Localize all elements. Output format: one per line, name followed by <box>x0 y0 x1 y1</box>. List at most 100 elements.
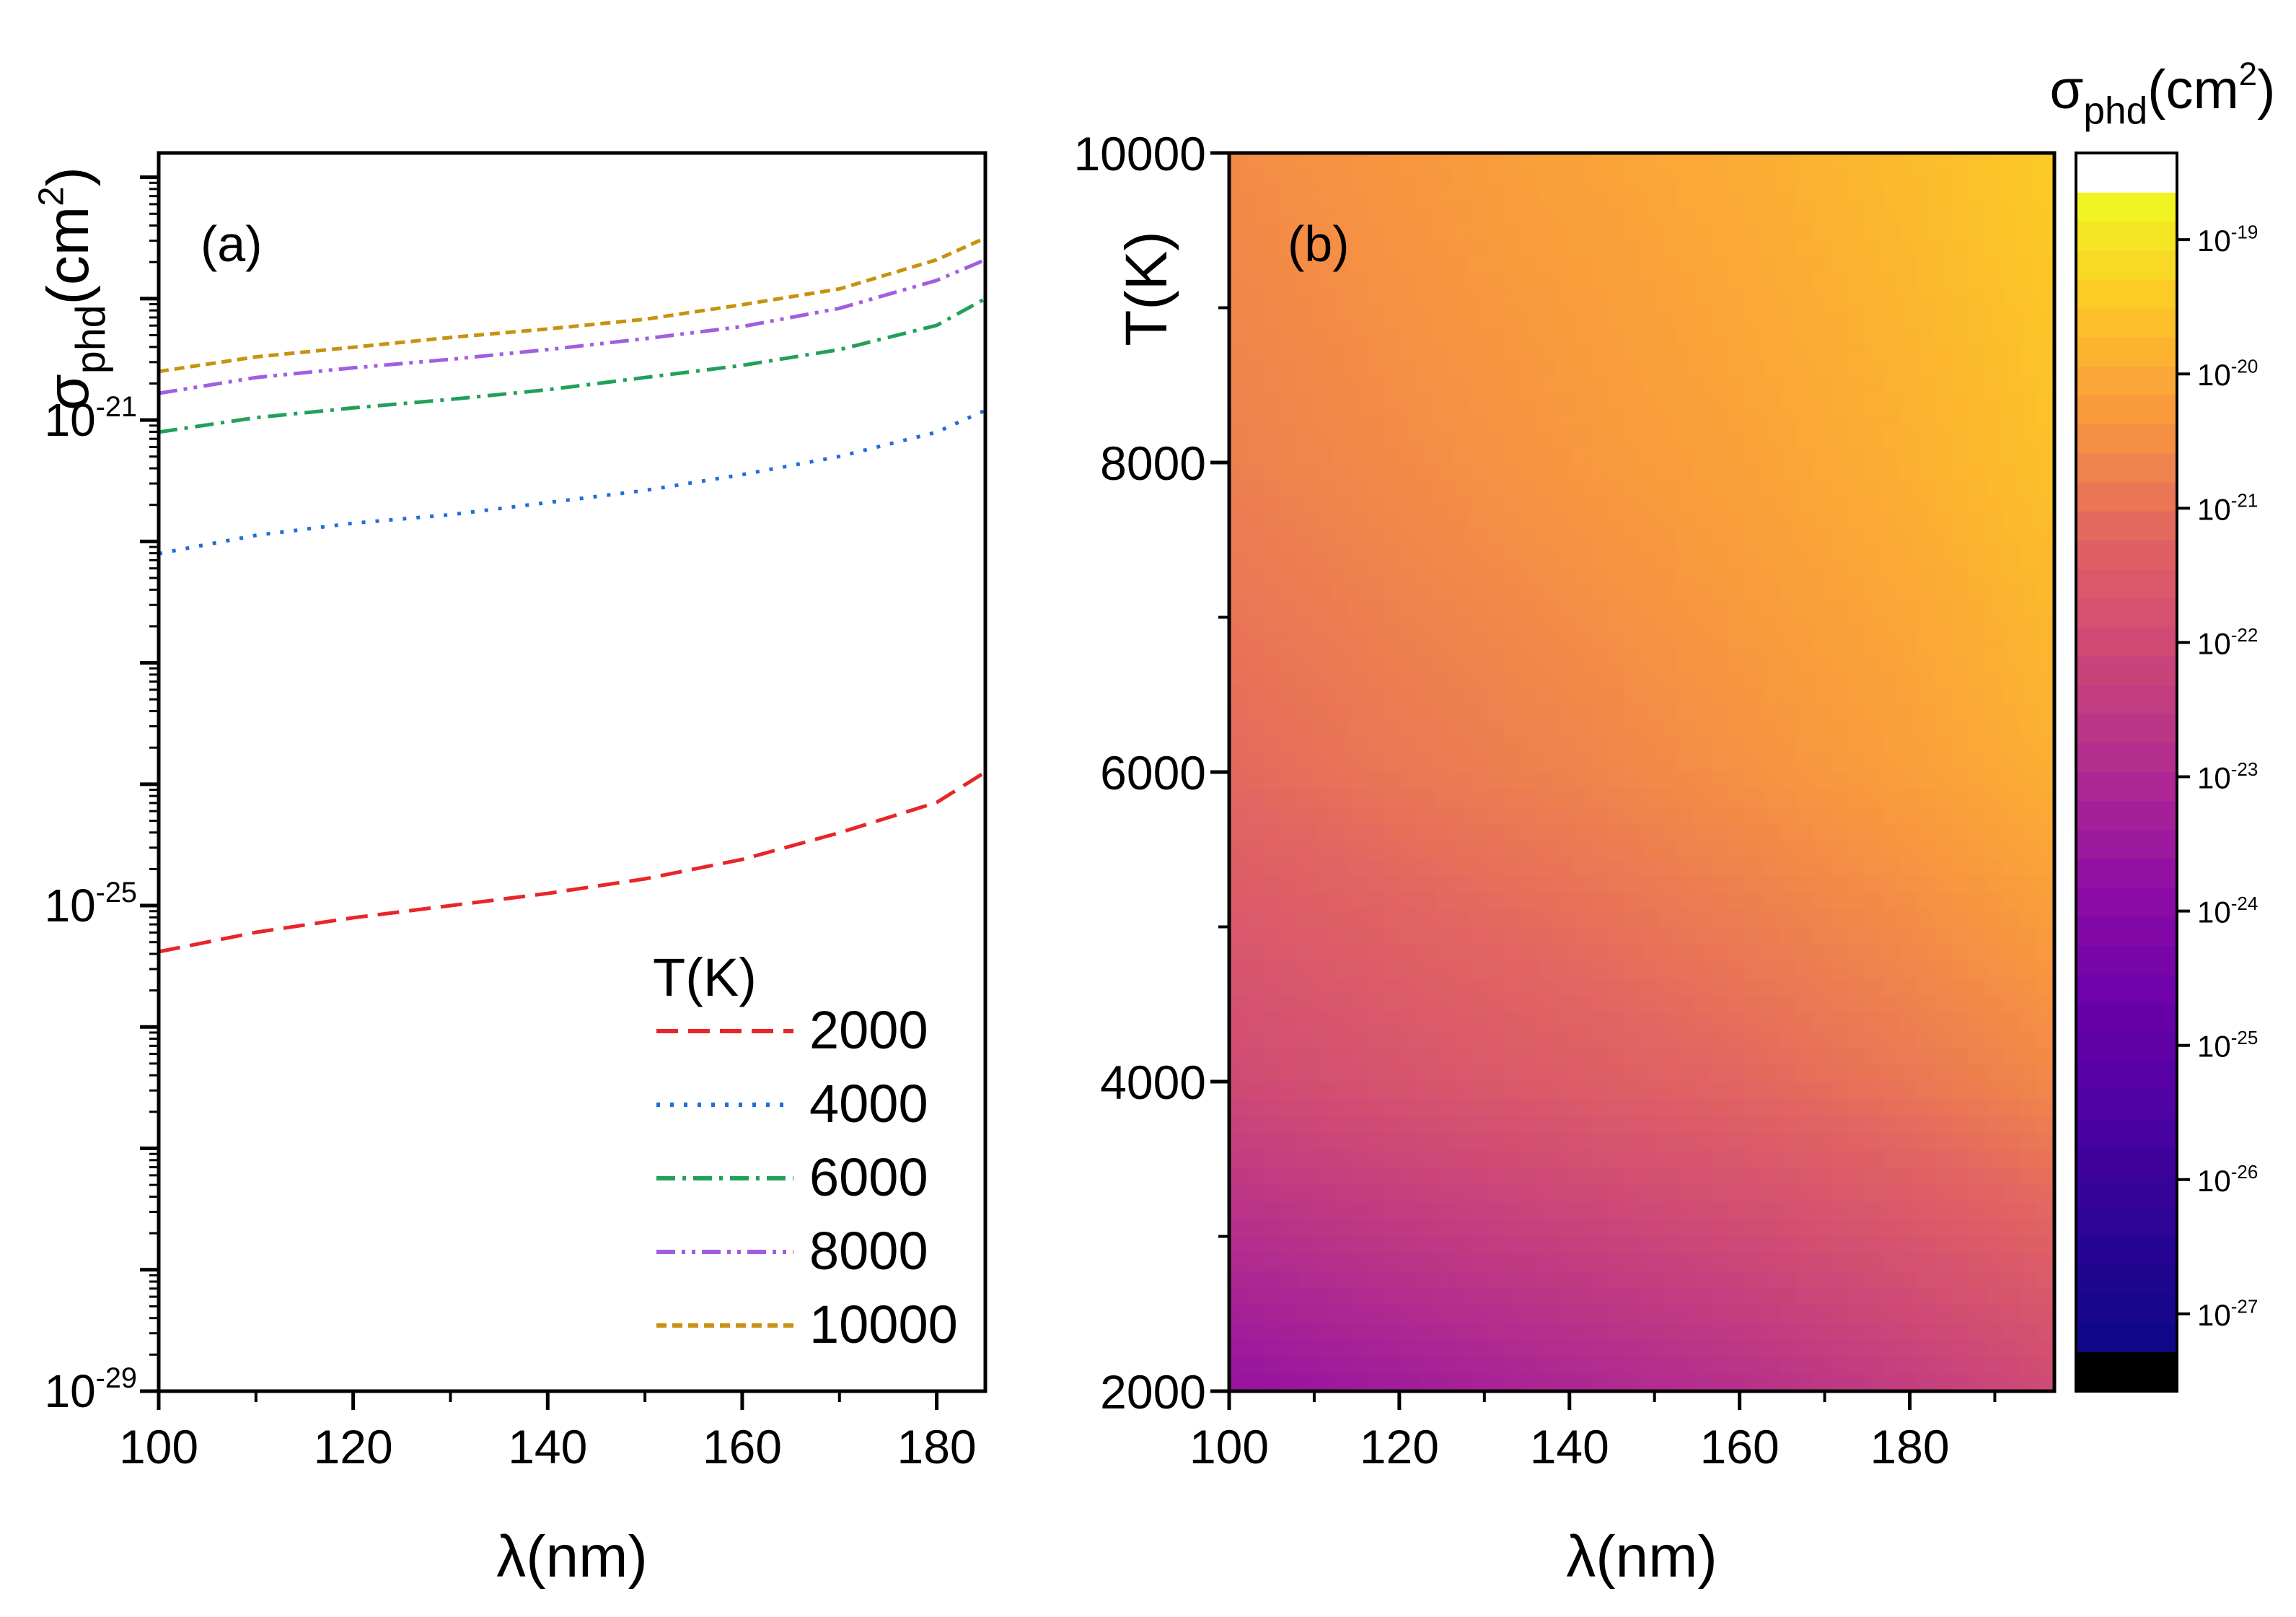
heatmap-cell <box>1968 995 1987 1014</box>
heatmap-cell <box>1469 376 1488 395</box>
heatmap-cell <box>1229 823 1247 842</box>
heatmap-cell <box>1745 1219 1763 1237</box>
heatmap-cell <box>1882 737 1901 755</box>
heatmap-cell <box>1745 961 1763 979</box>
heatmap-cell <box>1590 463 1609 481</box>
heatmap-cell <box>1521 582 1539 601</box>
heatmap-cell <box>1985 566 2004 584</box>
heatmap-cell <box>1573 256 1591 274</box>
heatmap-cell <box>1384 376 1402 395</box>
heatmap-cell <box>1366 1047 1385 1065</box>
heatmap-cell <box>2020 634 2038 652</box>
colorbar-tick-label: 10-20 <box>2197 356 2258 393</box>
heatmap-cell <box>1831 1133 1849 1152</box>
heatmap-cell <box>1710 1150 1728 1168</box>
heatmap-cell <box>1676 652 1694 670</box>
heatmap-cell <box>1968 566 1987 584</box>
heatmap-cell <box>1263 342 1282 360</box>
heatmap-cell <box>1315 239 1333 257</box>
heatmap-cell <box>1435 1271 1453 1289</box>
heatmap-cell <box>1349 1271 1368 1289</box>
heatmap-cell <box>2002 582 2021 601</box>
heatmap-cell <box>1934 858 1952 876</box>
heatmap-cell <box>1642 1082 1660 1100</box>
heatmap-cell <box>1539 479 1557 498</box>
heatmap-cell <box>1332 170 1350 188</box>
heatmap-cell <box>1280 307 1299 326</box>
heatmap-cell <box>1590 1082 1609 1100</box>
colorbar-band <box>2076 453 2177 483</box>
heatmap-cell <box>1298 411 1316 429</box>
heatmap-cell <box>1831 239 1849 257</box>
heatmap-cell <box>1469 582 1488 601</box>
heatmap-cell <box>1280 1047 1299 1065</box>
heatmap-cell <box>1848 222 1866 240</box>
heatmap-cell <box>2002 359 2021 377</box>
heatmap-cell <box>1366 411 1385 429</box>
heatmap-cell <box>1951 995 1969 1014</box>
heatmap-cell <box>1384 566 1402 584</box>
heatmap-cell <box>1899 548 1918 566</box>
heatmap-cell <box>1384 1185 1402 1203</box>
heatmap-cell <box>1951 600 1969 618</box>
heatmap-cell <box>1761 823 1780 842</box>
heatmap-cell <box>1280 841 1299 859</box>
colorbar-band <box>2076 1061 2177 1092</box>
heatmap-cell <box>1642 1339 1660 1358</box>
heatmap-cell <box>1590 531 1609 549</box>
heatmap-cell <box>1487 1082 1505 1100</box>
heatmap-cell <box>1315 823 1333 842</box>
heatmap-cell <box>1917 566 1935 584</box>
heatmap-cell <box>1658 1236 1677 1255</box>
heatmap-cell <box>1469 1082 1488 1100</box>
heatmap-cell <box>1951 428 1969 446</box>
heatmap-cell <box>1298 1236 1316 1255</box>
heatmap-cell <box>1573 342 1591 360</box>
heatmap-cell <box>1968 1357 1987 1375</box>
heatmap-cell <box>1298 720 1316 739</box>
heatmap-cell <box>1761 669 1780 687</box>
heatmap-cell <box>1487 926 1505 945</box>
heatmap-cell <box>1229 875 1247 893</box>
heatmap-cell <box>1401 1030 1419 1048</box>
heatmap-cell <box>1452 428 1471 446</box>
heatmap-cell <box>1366 239 1385 257</box>
heatmap-cell <box>1658 256 1677 274</box>
heatmap-cell <box>1658 875 1677 893</box>
heatmap-cell <box>1263 1288 1282 1306</box>
heatmap-cell <box>1349 1201 1368 1220</box>
heatmap-cell <box>1435 1167 1453 1186</box>
heatmap-cell <box>2020 617 2038 636</box>
heatmap-cell <box>1315 737 1333 755</box>
heatmap-cell <box>1504 1236 1522 1255</box>
heatmap-cell <box>1263 789 1282 807</box>
heatmap-cell <box>1349 514 1368 533</box>
heatmap-cell <box>1831 256 1849 274</box>
heatmap-cell <box>1624 892 1642 911</box>
heatmap-cell <box>1401 961 1419 979</box>
heatmap-cell <box>1865 1098 1883 1117</box>
heatmap-cell <box>1985 1322 2004 1341</box>
heatmap-cell <box>1246 153 1264 171</box>
heatmap-cell <box>1521 153 1539 171</box>
heatmap-cell <box>1865 1357 1883 1375</box>
heatmap-cell <box>1624 944 1642 962</box>
heatmap-cell <box>1298 789 1316 807</box>
heatmap-cell <box>1555 290 1574 309</box>
heatmap-cell <box>1504 600 1522 618</box>
heatmap-cell <box>1469 170 1488 188</box>
heatmap-cell <box>1728 376 1746 395</box>
heatmap-cell <box>1229 755 1247 773</box>
heatmap-cell <box>1452 1098 1471 1117</box>
heatmap-cell <box>1384 1098 1402 1117</box>
heatmap-cell <box>1642 1357 1660 1375</box>
heatmap-cell <box>1951 1288 1969 1306</box>
heatmap-cell <box>1761 1288 1780 1306</box>
heatmap-cell <box>1848 1219 1866 1237</box>
heatmap-cell <box>1401 1357 1419 1375</box>
heatmap-cell <box>2037 909 2055 928</box>
heatmap-cell <box>1676 995 1694 1014</box>
heatmap-cell <box>1865 428 1883 446</box>
heatmap-cell <box>1349 1082 1368 1100</box>
heatmap-cell <box>1624 479 1642 498</box>
